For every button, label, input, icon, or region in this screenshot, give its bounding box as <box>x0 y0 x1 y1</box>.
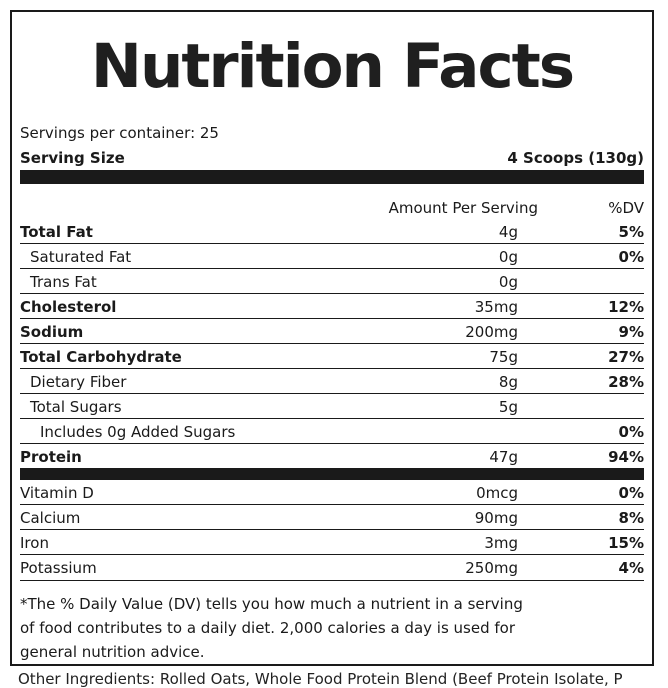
nutrient-dv: 12% <box>608 298 644 316</box>
servings-per-container: Servings per container: 25 <box>20 124 219 142</box>
nutrient-dv: 5% <box>618 223 644 241</box>
nutrient-name: Total Fat <box>20 223 93 241</box>
nutrient-amount: 200mg <box>465 323 518 341</box>
nutrient-row-protein: Protein 47g 94% <box>20 444 644 469</box>
vitamin-row-calcium: Calcium 90mg 8% <box>20 505 644 530</box>
nutrient-amount: 75g <box>489 348 518 366</box>
nutrient-row-cholesterol: Cholesterol 35mg 12% <box>20 294 644 319</box>
vitamin-name: Vitamin D <box>20 484 94 502</box>
nutrient-name: Total Sugars <box>30 398 122 416</box>
nutrient-name: Total Carbohydrate <box>20 348 182 366</box>
daily-value-header: %DV <box>608 199 644 217</box>
nutrient-amount: 0g <box>498 248 518 266</box>
vitamin-dv: 8% <box>618 509 644 527</box>
nutrient-row-dietary-fiber: Dietary Fiber 8g 28% <box>20 369 644 394</box>
nutrient-dv: 0% <box>618 423 644 441</box>
serving-size-label: Serving Size <box>20 149 125 167</box>
nutrient-name: Dietary Fiber <box>30 373 127 391</box>
nutrient-dv: 94% <box>608 448 644 466</box>
daily-value-footnote: *The % Daily Value (DV) tells you how mu… <box>20 595 523 661</box>
vitamin-amount: 0mcg <box>476 484 518 502</box>
serving-size-value: 4 Scoops (130g) <box>507 149 644 167</box>
nutrient-amount: 4g <box>498 223 518 241</box>
vitamin-dv: 15% <box>608 534 644 552</box>
nutrient-row-total-sugars: Total Sugars 5g <box>20 394 644 419</box>
nutrient-amount: 5g <box>498 398 518 416</box>
vitamin-row-potassium: Potassium 250mg 4% <box>20 555 644 580</box>
vitamin-dv: 4% <box>618 559 644 577</box>
nutrient-dv: 0% <box>618 248 644 266</box>
thick-divider <box>20 170 644 184</box>
nutrient-row-total-fat: Total Fat 4g 5% <box>20 219 644 244</box>
nutrient-name: Includes 0g Added Sugars <box>40 423 236 441</box>
vitamin-dv: 0% <box>618 484 644 502</box>
vitamin-amount: 3mg <box>484 534 518 552</box>
vitamin-amount: 90mg <box>474 509 518 527</box>
vitamin-name: Iron <box>20 534 49 552</box>
nutrient-amount: 8g <box>498 373 518 391</box>
vitamin-amount: 250mg <box>465 559 518 577</box>
vitamin-name: Potassium <box>20 559 97 577</box>
thick-divider <box>20 468 644 480</box>
nutrient-name: Trans Fat <box>30 273 97 291</box>
nutrient-name: Protein <box>20 448 82 466</box>
serving-size-row: Serving Size 4 Scoops (130g) <box>20 149 644 167</box>
page-title: Nutrition Facts <box>90 31 575 102</box>
vitamin-row-vitamin-d: Vitamin D 0mcg 0% <box>20 480 644 505</box>
nutrient-dv: 27% <box>608 348 644 366</box>
vitamin-list: Vitamin D 0mcg 0% Calcium 90mg 8% Iron 3… <box>20 480 644 581</box>
nutrient-row-total-carbohydrate: Total Carbohydrate 75g 27% <box>20 344 644 369</box>
nutrient-row-trans-fat: Trans Fat 0g <box>20 269 644 294</box>
nutrient-row-saturated-fat: Saturated Fat 0g 0% <box>20 244 644 269</box>
nutrition-facts-panel: Nutrition Facts Servings per container: … <box>10 10 654 666</box>
vitamin-name: Calcium <box>20 509 81 527</box>
nutrient-amount: 35mg <box>474 298 518 316</box>
nutrient-name: Cholesterol <box>20 298 117 316</box>
nutrient-name: Saturated Fat <box>30 248 132 266</box>
nutrient-dv: 28% <box>608 373 644 391</box>
other-ingredients: Other Ingredients: Rolled Oats, Whole Fo… <box>18 670 623 688</box>
nutrient-list: Total Fat 4g 5% Saturated Fat 0g 0% Tran… <box>20 219 644 469</box>
nutrient-row-sodium: Sodium 200mg 9% <box>20 319 644 344</box>
vitamin-row-iron: Iron 3mg 15% <box>20 530 644 555</box>
nutrient-row-added-sugars: Includes 0g Added Sugars 0% <box>20 419 644 444</box>
amount-per-serving-header: Amount Per Serving <box>388 199 538 217</box>
nutrient-dv: 9% <box>618 323 644 341</box>
nutrient-amount: 47g <box>489 448 518 466</box>
nutrient-amount: 0g <box>498 273 518 291</box>
nutrient-name: Sodium <box>20 323 84 341</box>
